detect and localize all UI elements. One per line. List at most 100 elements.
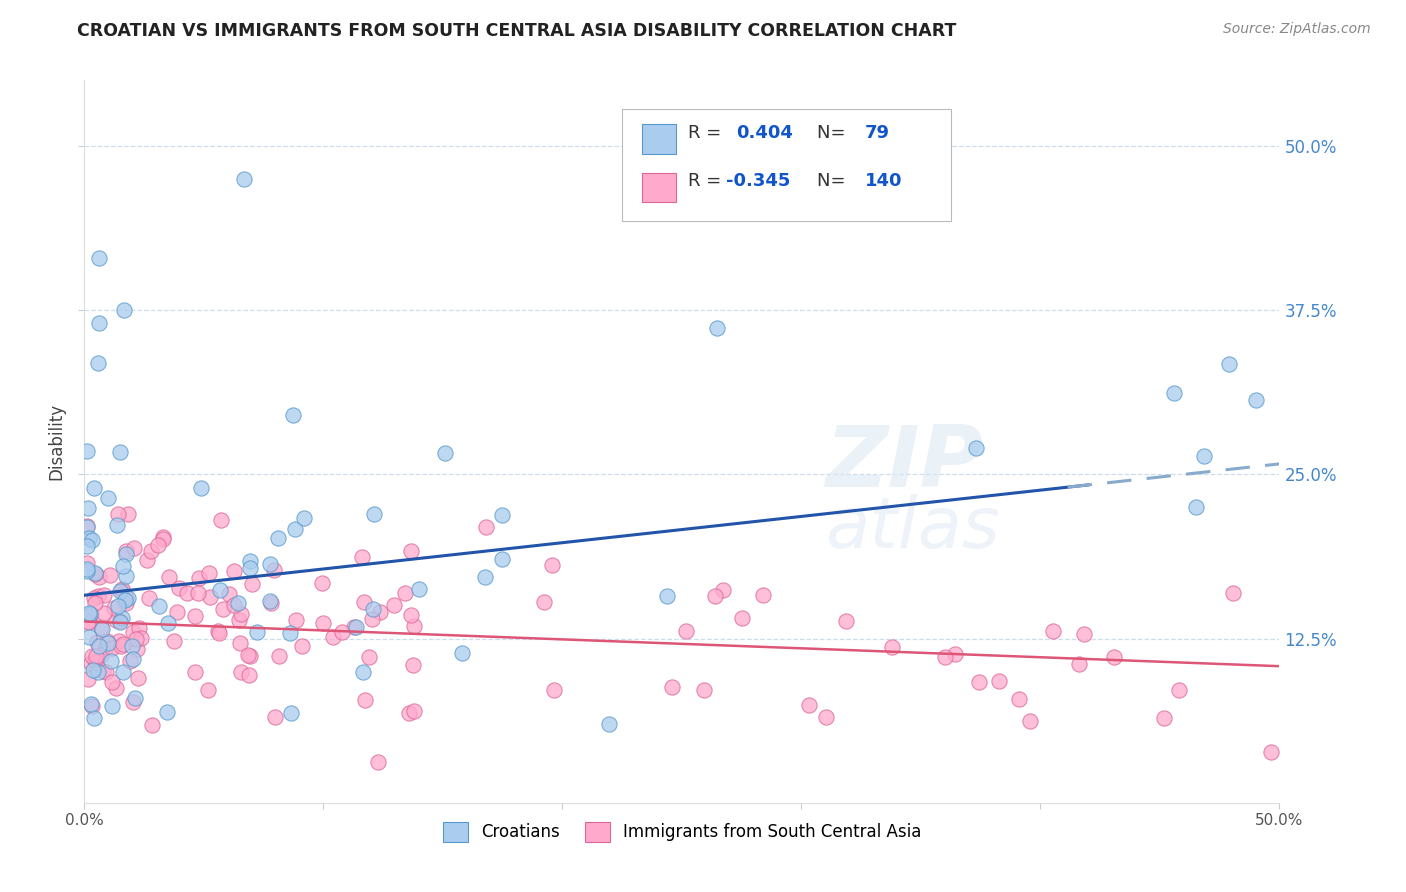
- Point: [208, 582, 231, 597]
- Point: [76, 518, 98, 533]
- Y-axis label: Disability: Disability: [48, 403, 66, 480]
- Point: [91, 622, 114, 636]
- Text: ZIP: ZIP: [825, 422, 983, 505]
- Point: [401, 607, 423, 622]
- Point: [82, 698, 104, 713]
- Point: [183, 608, 205, 623]
- Point: [1194, 450, 1216, 464]
- Point: [209, 513, 232, 527]
- Point: [87, 639, 110, 653]
- Point: [89, 570, 111, 584]
- Point: [312, 616, 335, 631]
- Point: [398, 706, 420, 721]
- Point: [110, 639, 132, 653]
- Point: [198, 566, 221, 581]
- Point: [76, 564, 98, 578]
- Point: [835, 614, 858, 628]
- Point: [238, 648, 260, 662]
- Point: [322, 630, 344, 644]
- Point: [330, 624, 353, 639]
- Text: -0.345: -0.345: [725, 172, 790, 190]
- Point: [148, 539, 170, 553]
- Point: [83, 711, 105, 725]
- Point: [703, 589, 725, 603]
- Text: N=: N=: [817, 172, 851, 190]
- Point: [283, 409, 305, 423]
- Point: [246, 625, 269, 640]
- Point: [264, 710, 287, 724]
- Point: [291, 639, 314, 653]
- Point: [988, 673, 1011, 688]
- Point: [111, 584, 134, 599]
- Point: [1102, 650, 1125, 665]
- Point: [1153, 711, 1175, 725]
- Point: [117, 507, 139, 521]
- Point: [111, 665, 134, 679]
- Point: [83, 596, 105, 610]
- Point: [675, 624, 697, 638]
- Point: [311, 576, 333, 591]
- Point: [100, 674, 122, 689]
- Point: [1185, 500, 1208, 514]
- Point: [278, 625, 301, 640]
- Point: [79, 630, 101, 644]
- Point: [107, 633, 129, 648]
- Text: Source: ZipAtlas.com: Source: ZipAtlas.com: [1223, 22, 1371, 37]
- Point: [661, 680, 683, 694]
- Point: [108, 615, 131, 629]
- Point: [399, 544, 422, 558]
- Point: [76, 540, 98, 554]
- Point: [222, 599, 245, 613]
- Point: [218, 587, 240, 601]
- Point: [96, 634, 118, 648]
- Text: atlas: atlas: [825, 494, 1000, 563]
- Point: [176, 586, 198, 600]
- Point: [198, 590, 221, 604]
- Point: [1222, 586, 1244, 600]
- Text: 140: 140: [865, 172, 903, 190]
- Point: [238, 667, 260, 681]
- Point: [814, 709, 837, 723]
- Point: [79, 607, 101, 622]
- Point: [83, 591, 105, 606]
- Point: [229, 665, 252, 680]
- Point: [402, 657, 425, 672]
- Point: [114, 591, 136, 605]
- Point: [433, 446, 456, 460]
- Point: [693, 683, 716, 698]
- Point: [91, 664, 114, 678]
- Point: [943, 647, 966, 661]
- Point: [112, 636, 135, 650]
- Point: [228, 613, 250, 627]
- Point: [280, 706, 302, 720]
- Point: [107, 507, 129, 521]
- Point: [79, 697, 101, 711]
- Point: [77, 531, 100, 545]
- Point: [1008, 692, 1031, 706]
- Point: [110, 611, 132, 625]
- Point: [77, 672, 100, 686]
- Point: [533, 595, 555, 609]
- Point: [77, 607, 100, 621]
- Point: [882, 640, 904, 654]
- Point: [598, 717, 620, 731]
- Text: R =: R =: [688, 172, 727, 190]
- Point: [163, 633, 186, 648]
- Point: [141, 718, 163, 732]
- Point: [120, 654, 142, 668]
- Point: [121, 639, 143, 653]
- Point: [292, 511, 315, 525]
- Point: [451, 647, 474, 661]
- Point: [152, 530, 174, 544]
- Point: [263, 562, 285, 576]
- Point: [394, 586, 416, 600]
- Point: [90, 648, 112, 662]
- Point: [232, 171, 254, 186]
- Point: [207, 624, 229, 638]
- Point: [76, 562, 98, 576]
- Point: [239, 554, 262, 568]
- Point: [363, 508, 385, 522]
- Point: [967, 675, 990, 690]
- Point: [76, 500, 98, 515]
- Point: [491, 552, 513, 566]
